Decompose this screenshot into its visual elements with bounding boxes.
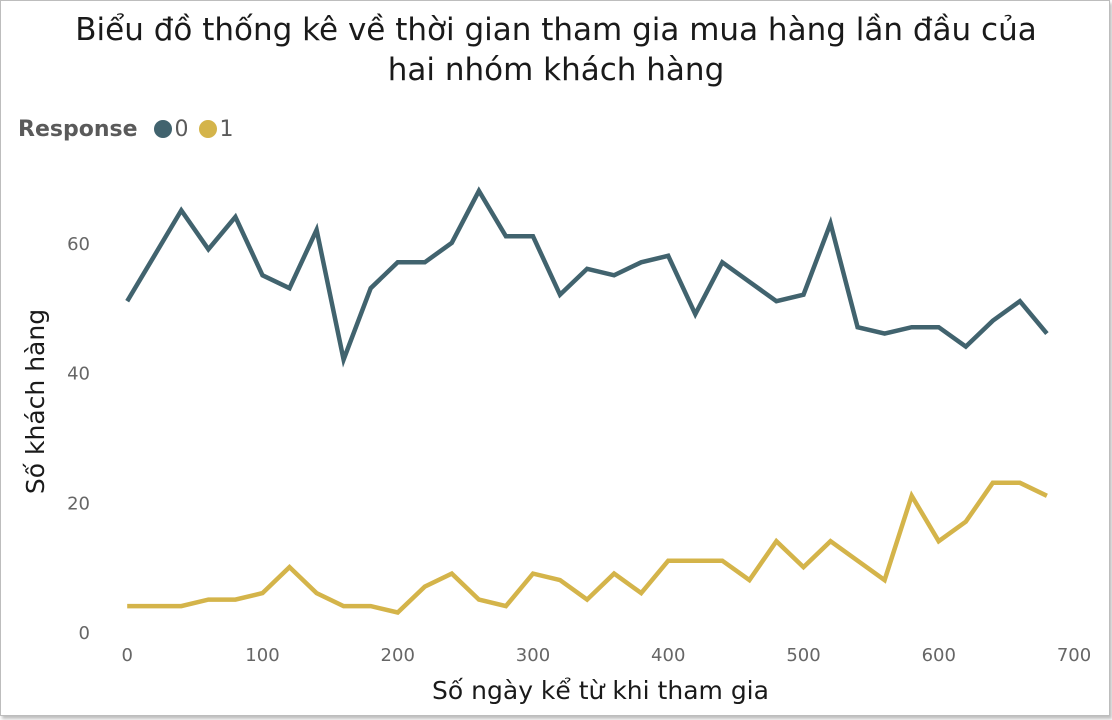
x-tick-label: 100 — [245, 645, 279, 666]
legend-item-0[interactable]: 0 — [153, 116, 189, 142]
x-tick-label: 400 — [651, 645, 685, 666]
x-axis-title: Số ngày kể từ khi tham gia — [432, 676, 769, 705]
legend-label-1: 1 — [219, 116, 234, 142]
chart-title-line-2: hai nhóm khách hàng — [387, 52, 725, 88]
legend-label-0: 0 — [174, 116, 189, 142]
legend-item-1[interactable]: 1 — [198, 116, 234, 142]
y-tick-label: 40 — [67, 364, 90, 385]
x-tick-label: 600 — [922, 645, 956, 666]
series-line-0 — [125, 186, 1049, 368]
x-tick-label: 700 — [1057, 645, 1091, 666]
legend-title: Response — [18, 116, 138, 142]
legend-swatch-1 — [198, 120, 217, 138]
x-tick-label: 300 — [516, 645, 550, 666]
x-tick-label: 200 — [381, 645, 415, 666]
chart-title: Biểu đồ thống kê về thời gian tham gia m… — [0, 10, 1112, 90]
series-line-1 — [127, 480, 1048, 615]
x-tick-label: 0 — [122, 645, 133, 666]
chart-title-line-1: Biểu đồ thống kê về thời gian tham gia m… — [75, 12, 1037, 48]
y-tick-label: 0 — [79, 623, 90, 644]
legend-swatch-0 — [153, 120, 172, 138]
y-axis-title: Số khách hàng — [21, 309, 50, 494]
y-tick-label: 60 — [67, 234, 90, 255]
x-tick-label: 500 — [786, 645, 820, 666]
y-tick-label: 20 — [67, 493, 90, 514]
legend: Response 0 1 — [18, 116, 244, 142]
